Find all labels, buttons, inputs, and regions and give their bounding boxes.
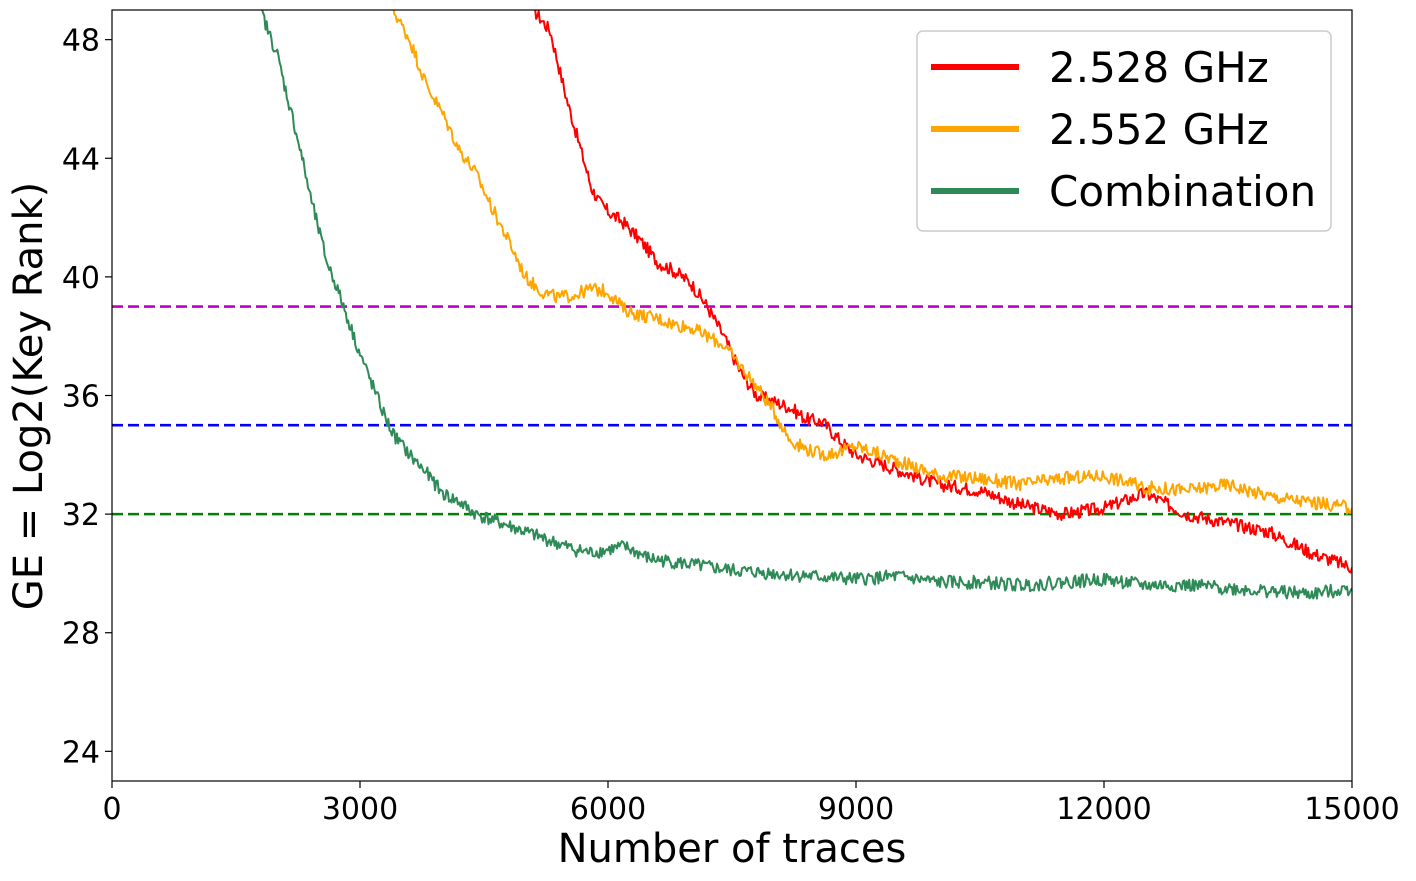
y-axis-title: GE = Log2(Key Rank): [6, 182, 52, 611]
x-tick-label: 6000: [570, 792, 646, 827]
x-axis-title: Number of traces: [558, 826, 907, 872]
y-tick-label: 48: [62, 24, 100, 59]
y-tick-label: 28: [62, 617, 100, 652]
reference-lines: [112, 305, 1352, 516]
legend-label-2528: 2.528 GHz: [1049, 43, 1269, 92]
series-line-2: [261, 10, 1352, 600]
x-axis: 0 3000 6000 9000 12000 15000: [102, 781, 1400, 827]
legend-frame: [916, 30, 1332, 232]
legend-label-2552: 2.552 GHz: [1049, 105, 1269, 154]
x-tick-label: 9000: [818, 792, 894, 827]
y-axis: 24 28 32 36 40 44 48: [62, 24, 112, 770]
series-lines: [261, 10, 1352, 600]
y-tick-label: 24: [62, 735, 100, 770]
x-tick-label: 12000: [1056, 792, 1151, 827]
x-tick-label: 3000: [322, 792, 398, 827]
y-tick-label: 44: [62, 142, 100, 177]
x-tick-label: 15000: [1304, 792, 1399, 827]
y-tick-label: 40: [62, 261, 100, 296]
x-tick-label: 0: [102, 792, 121, 827]
series-line-1: [392, 10, 1352, 515]
y-tick-label: 32: [62, 498, 100, 533]
series-line-0: [534, 10, 1352, 574]
legend-label-combination: Combination: [1049, 167, 1316, 216]
legend: 2.528 GHz 2.552 GHz Combination: [916, 30, 1332, 232]
y-tick-label: 36: [62, 380, 100, 415]
